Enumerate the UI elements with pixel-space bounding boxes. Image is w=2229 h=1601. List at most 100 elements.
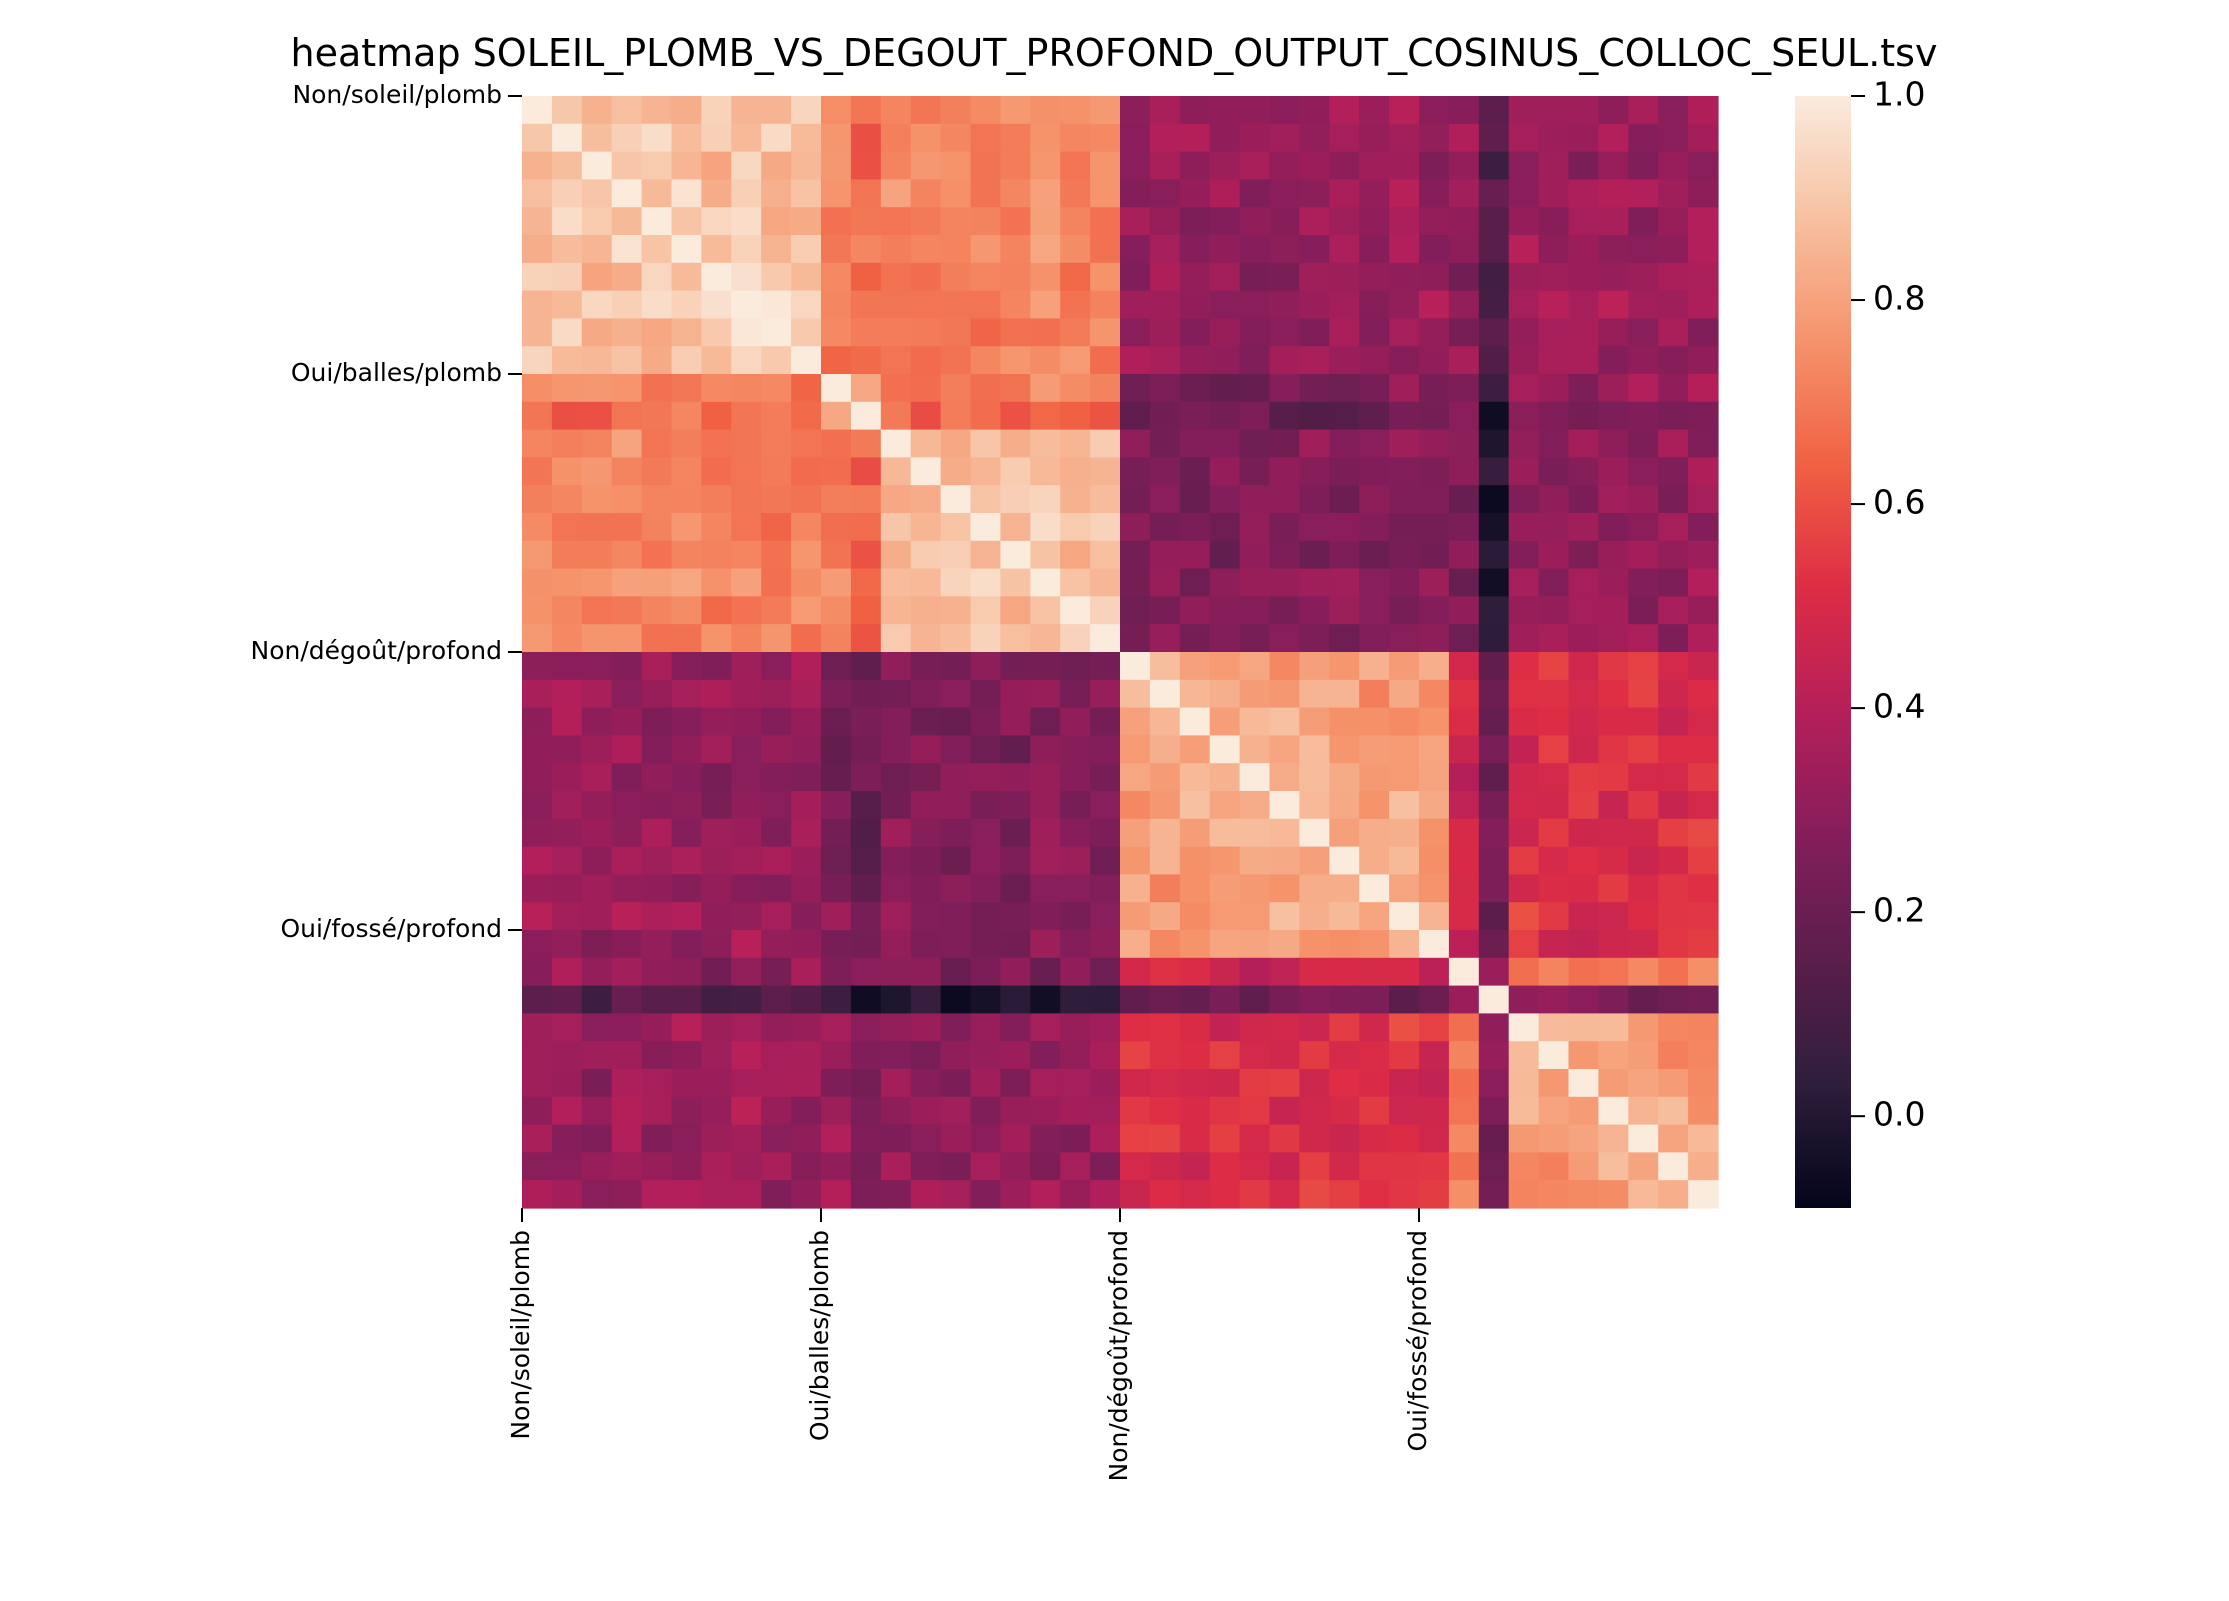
heatmap-cell [1329,1180,1360,1209]
heatmap-cell [1419,957,1450,987]
heatmap-cell [1030,123,1061,153]
heatmap-cell [1389,457,1420,486]
heatmap-cell [761,374,792,403]
heatmap-cell [821,707,852,736]
heatmap-cell [940,596,972,625]
heatmap-cell [581,513,613,542]
heatmap-cell [1179,1096,1211,1126]
heatmap-cell [522,846,553,875]
heatmap-cell [701,1041,732,1070]
heatmap-cell [1239,1152,1271,1181]
heatmap-cell [1688,123,1719,153]
heatmap-cell [1389,679,1420,709]
heatmap-cell [1239,652,1271,681]
heatmap-cell [970,707,1001,736]
heatmap-cell [1329,123,1360,153]
heatmap-cell [1269,96,1300,125]
heatmap-cell [731,930,762,959]
heatmap-cell [1478,346,1510,375]
heatmap-cell [581,262,613,292]
heatmap-cell [1508,429,1540,458]
heatmap-cell [880,1096,912,1126]
heatmap-cell [1149,1124,1181,1153]
heatmap-cell [761,457,792,486]
heatmap-cell [850,818,882,848]
heatmap-cell [1090,429,1121,458]
heatmap-cell [1090,151,1121,180]
heatmap-cell [551,1069,583,1098]
heatmap-cell [1538,1013,1570,1042]
heatmap-cell [1628,346,1659,375]
heatmap-cell [1299,985,1330,1014]
heatmap-cell [1658,707,1689,736]
heatmap-cell [1538,179,1570,208]
heatmap-cell [850,457,882,486]
heatmap-cell [641,1041,673,1070]
heatmap-cell [761,179,792,208]
heatmap-cell [1000,596,1031,625]
heatmap-cell [1658,123,1689,153]
heatmap-cell [1419,235,1450,264]
heatmap-cell [1329,596,1360,625]
heatmap-cell [1179,346,1211,375]
heatmap-cell [1060,985,1091,1014]
heatmap-cell [671,1069,702,1098]
heatmap-cell [1508,96,1540,125]
heatmap-cell [1538,735,1570,764]
heatmap-cell [641,957,673,987]
heatmap-cell [1329,902,1360,931]
heatmap-cell [1060,262,1091,292]
heatmap-cell [1628,930,1659,959]
heatmap-cell [1419,707,1450,736]
heatmap-cell [1568,846,1599,875]
heatmap-cell [701,735,732,764]
heatmap-cell [1329,1013,1360,1042]
heatmap-cell [1120,679,1151,709]
heatmap-cell [1448,1180,1480,1209]
heatmap-cell [1179,679,1211,709]
heatmap-cell [1359,401,1390,431]
heatmap-cell [791,874,822,903]
heatmap-cell [1030,874,1061,903]
heatmap-cell [910,818,942,848]
heatmap-cell [880,568,912,597]
heatmap-cell [1090,596,1121,625]
heatmap-cell [1329,429,1360,458]
heatmap-cell [671,707,702,736]
heatmap-cell [581,624,613,653]
heatmap-cell [522,735,553,764]
heatmap-cell [850,207,882,236]
heatmap-cell [1688,1124,1719,1153]
heatmap-cell [1478,624,1510,653]
heatmap-cell [850,1013,882,1042]
heatmap-cell [731,513,762,542]
heatmap-cell [1419,401,1450,431]
heatmap-cell [1389,346,1420,375]
heatmap-cell [581,374,613,403]
heatmap-cell [1508,568,1540,597]
heatmap-cell [671,1152,702,1181]
heatmap-cell [910,290,942,319]
heatmap-cell [970,540,1001,570]
heatmap-cell [910,374,942,403]
heatmap-cell [1359,513,1390,542]
heatmap-cell [850,707,882,736]
heatmap-cell [522,1096,553,1126]
heatmap-cell [1508,290,1540,319]
heatmap-cell [761,401,792,431]
heatmap-cell [731,763,762,792]
heatmap-cell [1269,1124,1300,1153]
heatmap-cell [1030,262,1061,292]
heatmap-cell [1299,624,1330,653]
heatmap-cell [1359,457,1390,486]
heatmap-cell [791,318,822,347]
heatmap-cell [1598,207,1629,236]
heatmap-cell [581,179,613,208]
heatmap-cell [1568,1124,1599,1153]
heatmap-cell [1389,374,1420,403]
heatmap-cell [581,1180,613,1209]
heatmap-cell [970,429,1001,458]
heatmap-cell [1658,1069,1689,1098]
heatmap-cell [880,457,912,486]
heatmap-cell [522,818,553,848]
